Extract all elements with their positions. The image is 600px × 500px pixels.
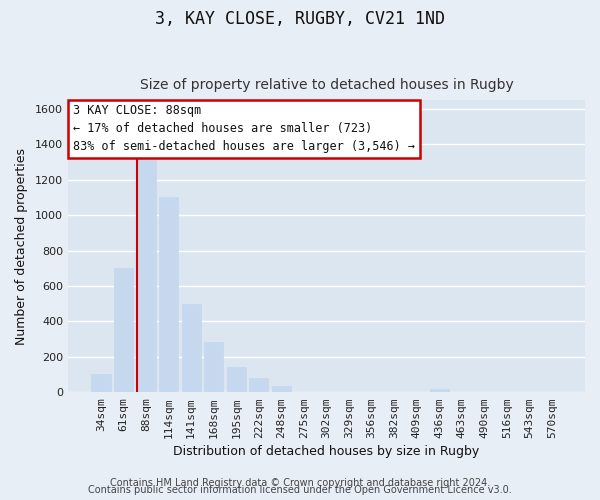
Bar [227, 368, 246, 392]
Title: Size of property relative to detached houses in Rugby: Size of property relative to detached ho… [140, 78, 514, 92]
Bar [182, 304, 201, 392]
Text: Contains HM Land Registry data © Crown copyright and database right 2024.: Contains HM Land Registry data © Crown c… [110, 478, 490, 488]
Bar [272, 386, 291, 392]
Bar [137, 157, 155, 392]
Bar [159, 198, 178, 392]
Text: Contains public sector information licensed under the Open Government Licence v3: Contains public sector information licen… [88, 485, 512, 495]
Bar [249, 378, 268, 392]
X-axis label: Distribution of detached houses by size in Rugby: Distribution of detached houses by size … [173, 444, 479, 458]
Bar [114, 268, 133, 392]
Text: 3 KAY CLOSE: 88sqm
← 17% of detached houses are smaller (723)
83% of semi-detach: 3 KAY CLOSE: 88sqm ← 17% of detached hou… [73, 104, 415, 154]
Bar [430, 388, 449, 392]
Text: 3, KAY CLOSE, RUGBY, CV21 1ND: 3, KAY CLOSE, RUGBY, CV21 1ND [155, 10, 445, 28]
Bar [204, 342, 223, 392]
Y-axis label: Number of detached properties: Number of detached properties [15, 148, 28, 344]
Bar [91, 374, 110, 392]
